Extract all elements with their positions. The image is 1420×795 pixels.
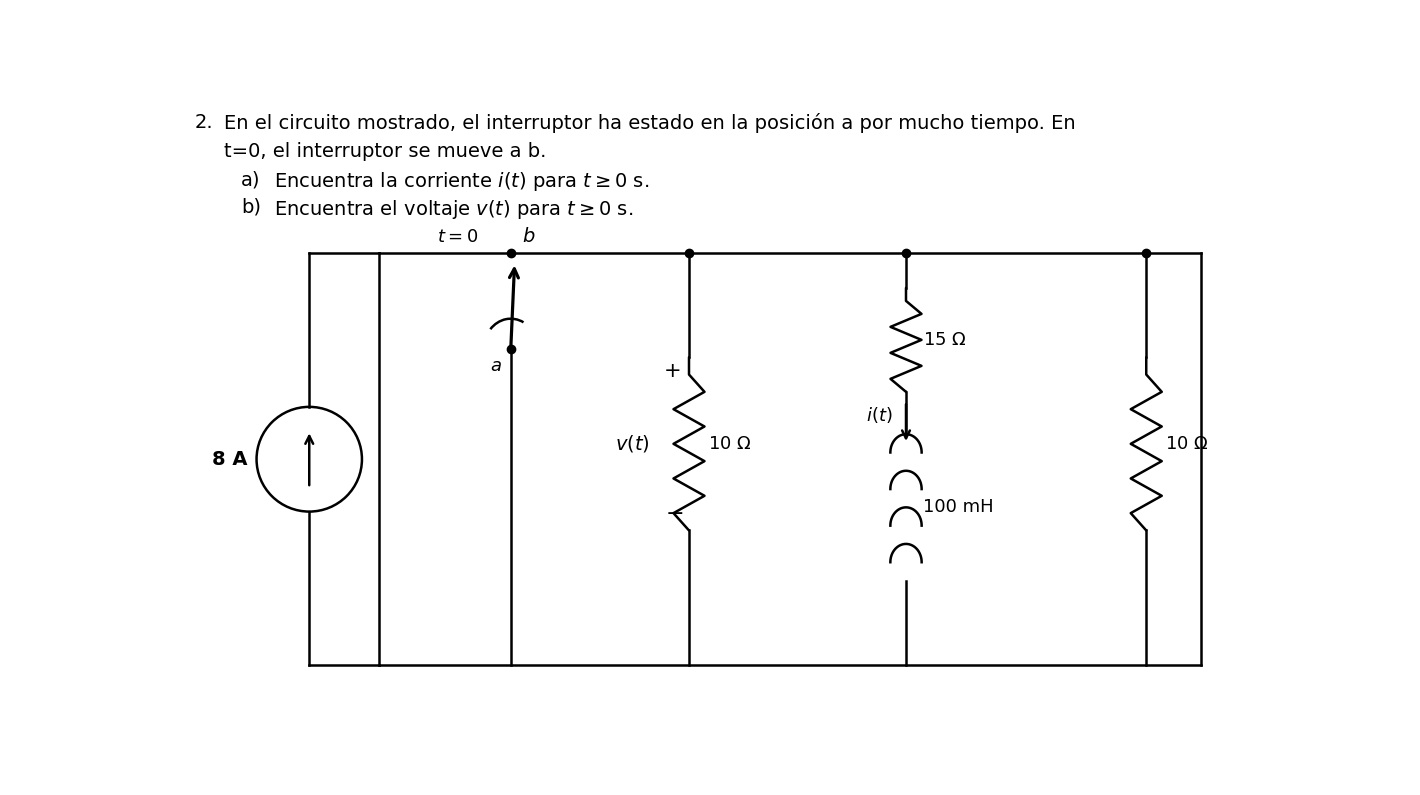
Text: 10 $\Omega$: 10 $\Omega$ xyxy=(1164,435,1208,453)
Text: Encuentra la corriente $i(t)$ para $t \geq 0$ s.: Encuentra la corriente $i(t)$ para $t \g… xyxy=(274,170,649,193)
Text: −: − xyxy=(666,504,684,524)
Text: 15 $\Omega$: 15 $\Omega$ xyxy=(923,331,967,349)
Text: $b$: $b$ xyxy=(523,227,535,246)
Text: $a$: $a$ xyxy=(490,357,501,375)
Text: $t = 0$: $t = 0$ xyxy=(437,227,479,246)
Text: 10 $\Omega$: 10 $\Omega$ xyxy=(707,435,751,453)
Text: 2.: 2. xyxy=(195,113,213,132)
Text: +: + xyxy=(665,361,682,381)
Text: t=0, el interruptor se mueve a b.: t=0, el interruptor se mueve a b. xyxy=(224,142,547,161)
Text: En el circuito mostrado, el interruptor ha estado en la posición a por mucho tie: En el circuito mostrado, el interruptor … xyxy=(224,113,1075,133)
Text: 100 mH: 100 mH xyxy=(923,498,994,516)
Text: a): a) xyxy=(241,170,260,189)
Text: $v(t)$: $v(t)$ xyxy=(615,433,650,454)
Text: b): b) xyxy=(241,198,261,217)
Text: 8 A: 8 A xyxy=(212,450,247,469)
Text: $i(t)$: $i(t)$ xyxy=(866,405,892,425)
Text: Encuentra el voltaje $v(t)$ para $t \geq 0$ s.: Encuentra el voltaje $v(t)$ para $t \geq… xyxy=(274,198,633,221)
